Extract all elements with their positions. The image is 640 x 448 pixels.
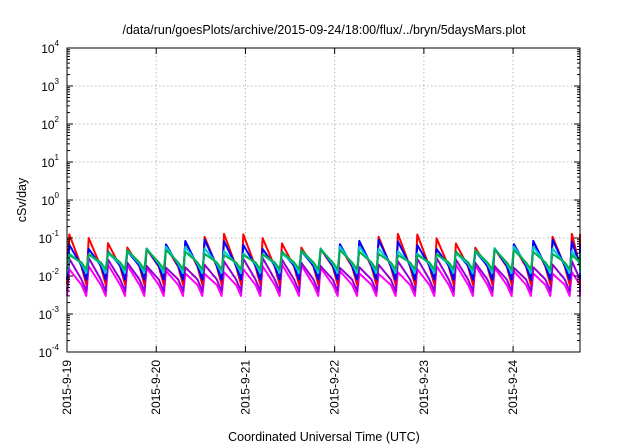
- y-tick-exponent: 1: [55, 153, 60, 162]
- y-tick-exponent: -2: [52, 267, 60, 276]
- y-tick-base: 10: [41, 80, 55, 94]
- y-axis-label: cSv/day: [15, 177, 29, 222]
- y-tick-label: 10-2: [39, 267, 60, 284]
- y-tick-base: 10: [41, 42, 55, 56]
- y-tick-exponent: 4: [55, 39, 60, 48]
- y-tick-label: 100: [41, 191, 59, 208]
- x-tick-label: 2015-9-20: [149, 360, 163, 415]
- y-tick-exponent: 2: [55, 115, 60, 124]
- y-tick-base: 10: [41, 118, 55, 132]
- y-tick-exponent: 0: [55, 191, 60, 200]
- x-tick-label: 2015-9-21: [238, 360, 252, 415]
- x-tick-label: 2015-9-24: [506, 360, 520, 415]
- y-tick-label: 102: [41, 115, 59, 132]
- series-line: [66, 248, 581, 271]
- grid: [66, 48, 580, 352]
- y-tick-exponent: -1: [52, 229, 60, 238]
- series-group: [66, 232, 581, 297]
- y-tick-exponent: -3: [52, 305, 60, 314]
- x-axis-label: Coordinated Universal Time (UTC): [228, 430, 420, 444]
- y-tick-label: 101: [41, 153, 59, 170]
- chart-title: /data/run/goesPlots/archive/2015-09-24/1…: [122, 23, 526, 37]
- y-tick-base: 10: [39, 308, 53, 322]
- x-tick-label: 2015-9-19: [60, 360, 74, 415]
- y-tick-label: 10-3: [39, 305, 60, 322]
- y-tick-exponent: -4: [52, 343, 60, 352]
- y-tick-label: 10-1: [39, 229, 60, 246]
- y-tick-base: 10: [39, 232, 53, 246]
- y-tick-base: 10: [39, 346, 53, 360]
- ticks: [66, 47, 580, 353]
- y-tick-base: 10: [39, 270, 53, 284]
- y-tick-label: 103: [41, 77, 59, 94]
- y-tick-label: 10-4: [39, 343, 60, 360]
- y-tick-exponent: 3: [55, 77, 60, 86]
- y-tick-base: 10: [41, 194, 55, 208]
- x-tick-label: 2015-9-23: [417, 360, 431, 415]
- x-tick-label: 2015-9-22: [328, 360, 342, 415]
- y-tick-base: 10: [41, 156, 55, 170]
- y-tick-label: 104: [41, 39, 59, 56]
- x-tick-labels: 2015-9-19 2015-9-20 2015-9-21 2015-9-22 2015…: [60, 360, 520, 415]
- series-line: [66, 256, 581, 293]
